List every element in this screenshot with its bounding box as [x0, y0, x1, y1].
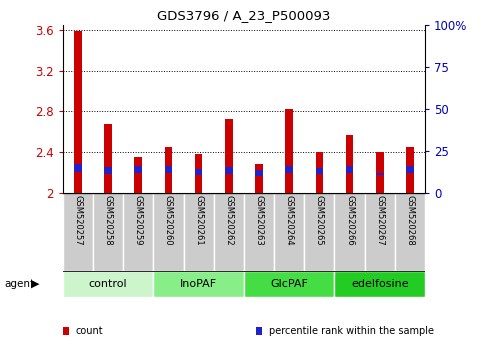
Bar — [225, 119, 233, 193]
Bar — [134, 166, 142, 173]
Bar — [315, 168, 323, 174]
FancyBboxPatch shape — [304, 193, 334, 271]
Bar — [285, 166, 293, 173]
FancyBboxPatch shape — [93, 193, 123, 271]
Text: GSM520263: GSM520263 — [255, 195, 264, 246]
Bar — [255, 164, 263, 193]
Text: percentile rank within the sample: percentile rank within the sample — [269, 326, 434, 336]
Bar — [376, 172, 384, 175]
FancyBboxPatch shape — [365, 193, 395, 271]
FancyBboxPatch shape — [334, 271, 425, 297]
Text: control: control — [89, 279, 128, 289]
Bar — [225, 167, 233, 173]
Bar — [134, 157, 142, 193]
Bar — [104, 124, 112, 193]
Bar — [104, 167, 112, 173]
FancyBboxPatch shape — [244, 193, 274, 271]
Text: GSM520266: GSM520266 — [345, 195, 354, 246]
Bar — [165, 166, 172, 173]
Text: ▶: ▶ — [30, 279, 39, 289]
Bar — [165, 147, 172, 193]
Text: GSM520258: GSM520258 — [103, 195, 113, 246]
Text: GSM520267: GSM520267 — [375, 195, 384, 246]
Text: agent: agent — [5, 279, 35, 289]
Bar — [255, 170, 263, 176]
Bar — [346, 166, 354, 173]
Bar — [315, 152, 323, 193]
FancyBboxPatch shape — [123, 193, 154, 271]
FancyBboxPatch shape — [63, 193, 93, 271]
Text: InoPAF: InoPAF — [180, 279, 217, 289]
Bar — [195, 169, 202, 175]
FancyBboxPatch shape — [334, 193, 365, 271]
Text: edelfosine: edelfosine — [351, 279, 409, 289]
FancyBboxPatch shape — [154, 271, 244, 297]
Bar — [346, 135, 354, 193]
Bar — [195, 154, 202, 193]
Bar — [406, 166, 414, 173]
FancyBboxPatch shape — [213, 193, 244, 271]
Text: GSM520261: GSM520261 — [194, 195, 203, 246]
Text: count: count — [76, 326, 103, 336]
FancyBboxPatch shape — [244, 271, 334, 297]
Bar — [74, 32, 82, 193]
Bar — [406, 147, 414, 193]
Bar — [285, 109, 293, 193]
Text: GSM520260: GSM520260 — [164, 195, 173, 246]
Bar — [74, 164, 82, 172]
FancyBboxPatch shape — [154, 193, 184, 271]
Text: GSM520262: GSM520262 — [224, 195, 233, 246]
Text: GlcPAF: GlcPAF — [270, 279, 308, 289]
Text: GSM520268: GSM520268 — [405, 195, 414, 246]
FancyBboxPatch shape — [63, 271, 154, 297]
Title: GDS3796 / A_23_P500093: GDS3796 / A_23_P500093 — [157, 9, 330, 22]
FancyBboxPatch shape — [184, 193, 213, 271]
Text: GSM520257: GSM520257 — [73, 195, 83, 246]
Text: GSM520264: GSM520264 — [284, 195, 294, 246]
Bar — [376, 152, 384, 193]
FancyBboxPatch shape — [274, 193, 304, 271]
Text: GSM520265: GSM520265 — [315, 195, 324, 246]
Text: GSM520259: GSM520259 — [134, 195, 143, 246]
FancyBboxPatch shape — [395, 193, 425, 271]
